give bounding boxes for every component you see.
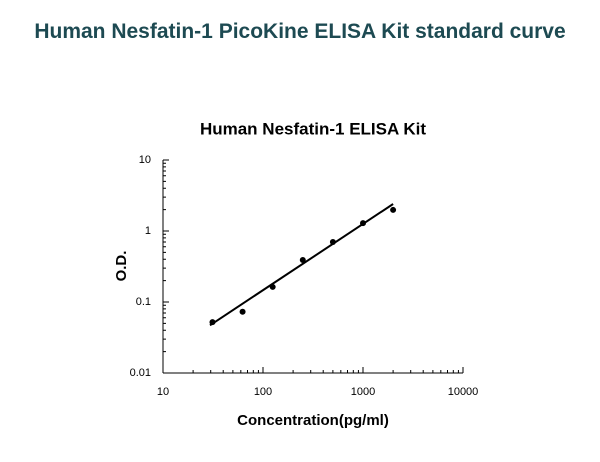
y-tick-label: 1 [145, 225, 151, 237]
y-axis-label: O.D. [113, 251, 130, 282]
chart-title: Human Nesfatin-1 ELISA Kit [200, 119, 426, 138]
data-point [209, 319, 216, 326]
data-point [239, 308, 246, 315]
x-tick-label: 100 [254, 386, 272, 398]
y-tick-label: 0.1 [136, 296, 151, 308]
y-tick-label: 10 [139, 154, 151, 166]
page-heading: Human Nesfatin-1 PicoKine ELISA Kit stan… [34, 20, 566, 43]
data-point [360, 220, 366, 227]
x-tick-label: 1000 [351, 386, 375, 398]
data-point [329, 238, 336, 245]
x-tick-label: 10 [157, 386, 169, 398]
data-point [269, 283, 276, 290]
y-tick-label: 0.01 [130, 367, 151, 379]
x-axis-label: Concentration(pg/ml) [237, 412, 389, 429]
data-point [299, 257, 306, 264]
x-tick-label: 10000 [448, 386, 479, 398]
data-point [390, 206, 397, 213]
